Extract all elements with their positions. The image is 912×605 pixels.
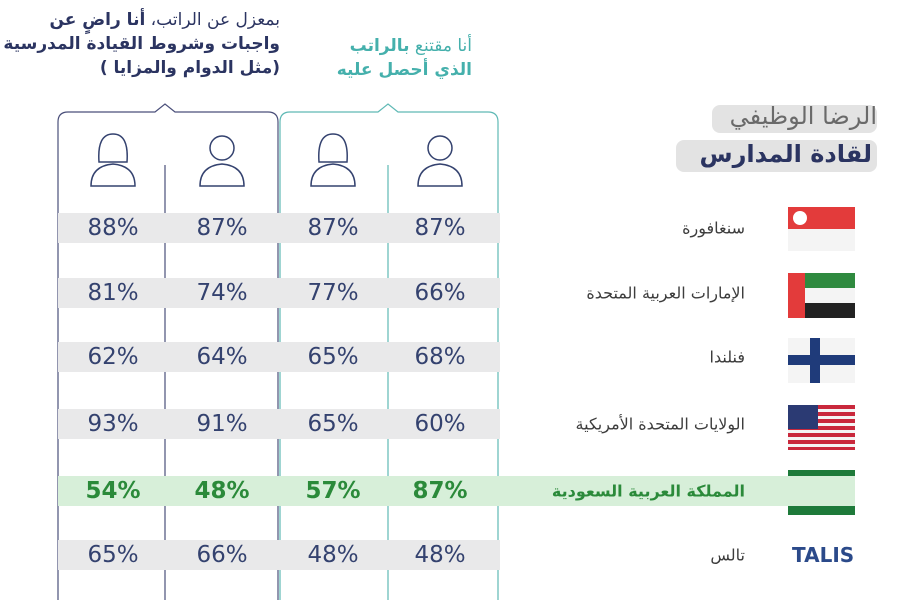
percentage: 77% [307, 280, 359, 306]
header-text: بالراتب [349, 36, 410, 56]
percentage: 62% [87, 344, 139, 370]
percentage: 81% [87, 280, 139, 306]
row-band [58, 278, 500, 308]
percentage: 48% [414, 542, 466, 568]
percentage: 54% [85, 478, 141, 504]
percentage: 57% [305, 478, 361, 504]
percentage: 93% [87, 411, 139, 437]
percentage: 65% [307, 411, 359, 437]
row-band [58, 213, 500, 243]
percentage: 74% [196, 280, 248, 306]
header-text: أنا راضٍ عن [49, 10, 146, 30]
country-name: سنغافورة [682, 218, 745, 238]
title-bg [676, 140, 877, 172]
flags [788, 207, 855, 515]
percentage: 66% [196, 542, 248, 568]
country-name: تالس [710, 545, 745, 565]
header-text: واجبات وشروط القيادة المدرسية [3, 34, 280, 54]
percentage: 87% [412, 478, 468, 504]
percentage: 88% [87, 215, 139, 241]
row-band [58, 540, 500, 570]
column-group-header: أنا مقتنع بالراتب الذي أحصل عليه [337, 34, 472, 82]
percentage: 87% [307, 215, 359, 241]
percentage: 48% [307, 542, 359, 568]
title-line: الرضا الوظيفي [729, 102, 877, 130]
percentage: 87% [414, 215, 466, 241]
logo: TALIS [792, 543, 855, 567]
header-text: الذي أحصل عليه [336, 60, 472, 80]
row-band [58, 342, 500, 372]
percentage: 60% [414, 411, 466, 437]
icons [90, 133, 463, 187]
percentage: 68% [414, 344, 466, 370]
header-text: بمعزل عن الراتب، [145, 10, 280, 30]
country-name: الإمارات العربية المتحدة [586, 283, 745, 303]
row-band [58, 409, 500, 439]
title-bg [712, 105, 877, 133]
group-bracket [279, 103, 499, 600]
header-text: أنا مقتنع [409, 36, 472, 56]
country-name: المملكة العربية السعودية [551, 481, 745, 501]
percentage: 48% [194, 478, 250, 504]
percentage: 91% [196, 411, 248, 437]
row-band [58, 476, 855, 506]
title-line: لقادة المدارس [699, 140, 873, 168]
country-name: فنلندا [709, 347, 745, 367]
percentage: 65% [307, 344, 359, 370]
percentage: 87% [196, 215, 248, 241]
country-name: الولايات المتحدة الأمريكية [575, 414, 745, 434]
column-group-header: بمعزل عن الراتب، أنا راضٍ عن واجبات وشرو… [3, 8, 280, 80]
percentage: 64% [196, 344, 248, 370]
group-bracket [57, 103, 279, 600]
percentage: 65% [87, 542, 139, 568]
percentage: 66% [414, 280, 466, 306]
header-text: (مثل الدوام والمزايا ) [99, 58, 280, 78]
